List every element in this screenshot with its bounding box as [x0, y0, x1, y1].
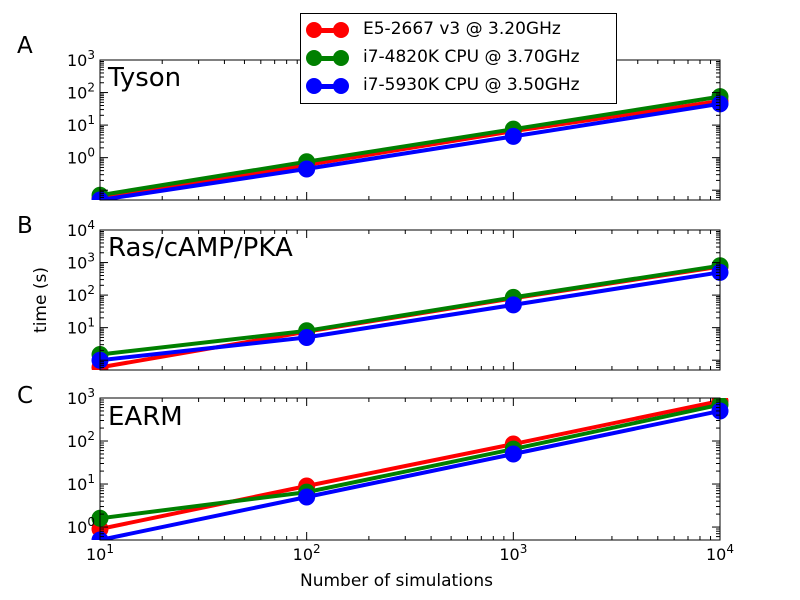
series-line	[99, 94, 721, 198]
series-line	[99, 270, 721, 363]
legend-swatch-line	[309, 56, 345, 61]
panel-letter-b: B	[17, 213, 33, 239]
y-tick-label: 102	[67, 283, 95, 305]
x-tick-label: 104	[706, 542, 734, 564]
legend: E5-2667 v3 @ 3.20GHz i7-4820K CPU @ 3.70…	[300, 13, 617, 104]
panel-title-ras-camp-pka: Ras/cAMP/PKA	[108, 233, 293, 263]
panel-letter-a: A	[17, 33, 33, 59]
x-axis-label: Number of simulations	[300, 571, 493, 591]
plot-frame	[99, 397, 721, 541]
series-line	[99, 399, 721, 531]
series-line	[99, 402, 721, 521]
y-tick-label: 102	[67, 81, 95, 103]
series-group	[91, 398, 729, 540]
legend-item-i7-4820k: i7-4820K CPU @ 3.70GHz	[301, 45, 616, 73]
y-tick-label: 102	[67, 429, 95, 451]
legend-swatch-line	[309, 84, 345, 89]
y-axis-label: time (s)	[31, 267, 51, 333]
y-tick-label: 104	[67, 218, 95, 240]
legend-swatch-marker	[306, 78, 322, 94]
panel-title-tyson: Tyson	[108, 63, 182, 93]
panel-b: 101 102 103 104	[67, 218, 729, 371]
y-tick-label: 100	[67, 515, 95, 537]
legend-label: E5-2667 v3 @ 3.20GHz	[363, 19, 561, 39]
x-tick-label: 102	[293, 542, 321, 564]
y-tick-label: 103	[67, 48, 95, 70]
legend-swatch-marker	[333, 78, 349, 94]
legend-swatch-marker	[333, 22, 349, 38]
legend-label: i7-5930K CPU @ 3.50GHz	[363, 75, 580, 95]
y-tick-label: 103	[67, 251, 95, 273]
y-tick-label: 101	[67, 113, 95, 135]
data-point	[504, 127, 522, 145]
panel-a: 100 101 102 103	[67, 48, 729, 201]
legend-swatch-marker	[333, 50, 349, 66]
series-line	[99, 99, 721, 200]
y-tick-label: 101	[67, 472, 95, 494]
panel-title-earm: EARM	[108, 402, 183, 432]
legend-label: i7-4820K CPU @ 3.70GHz	[363, 47, 580, 67]
series-group	[91, 88, 729, 200]
legend-swatch-marker	[306, 22, 322, 38]
legend-item-e5: E5-2667 v3 @ 3.20GHz	[301, 17, 616, 45]
legend-swatch-marker	[306, 50, 322, 66]
data-point	[504, 445, 522, 463]
x-tick-label: 101	[86, 542, 114, 564]
panel-letter-c: C	[17, 383, 34, 409]
x-tick-label: 103	[499, 542, 527, 564]
legend-item-i7-5930k: i7-5930K CPU @ 3.50GHz	[301, 73, 616, 101]
data-point	[504, 296, 522, 314]
series-line	[99, 408, 721, 540]
data-point	[298, 328, 316, 346]
data-point	[298, 488, 316, 506]
series-line	[99, 263, 721, 357]
y-tick-label: 103	[67, 386, 95, 408]
y-tick-label: 101	[67, 316, 95, 338]
data-point	[298, 160, 316, 178]
panel-c: 100 101 102 103 101 102 103 104	[67, 386, 734, 564]
series-line	[99, 101, 721, 200]
series-group	[91, 257, 729, 370]
legend-swatch-line	[309, 28, 345, 33]
y-tick-label: 100	[67, 146, 95, 168]
